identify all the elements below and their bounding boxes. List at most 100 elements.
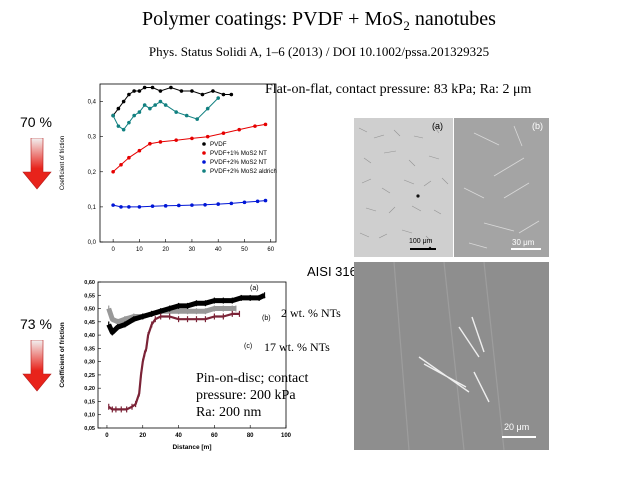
- data-point: [137, 89, 142, 93]
- data-point: [119, 162, 123, 167]
- label-b-description: 2 wt. % NTs: [281, 306, 341, 320]
- micrograph-texture: [454, 118, 549, 257]
- y-tick-label: 0,45: [84, 320, 95, 326]
- friction-chart-top: 0,0 0,1 0,2 0,3 0,4 0 10 20 30 40 50 60 Coefficient …: [60, 83, 277, 253]
- data-point: [127, 120, 131, 125]
- y-tick-label: 0,4: [88, 100, 97, 106]
- data-point: [190, 203, 194, 207]
- data-point: [190, 89, 194, 93]
- y-axis-label: Coefficient of friction: [60, 136, 66, 190]
- data-point: [179, 89, 184, 93]
- y-tick-label: 0,05: [84, 426, 95, 432]
- data-point: [111, 203, 115, 207]
- x-axis-label: Distance [m]: [172, 444, 211, 451]
- x-tick-label: 80: [247, 433, 254, 439]
- data-point: [221, 92, 226, 97]
- y-tick-label: 0,1: [88, 205, 97, 211]
- data-point: [195, 117, 199, 121]
- reduction-top: 70 %: [20, 114, 52, 130]
- data-point: [205, 106, 210, 111]
- y-tick-label: 0,55: [84, 293, 95, 299]
- data-point: [127, 205, 131, 209]
- data-point: [119, 205, 123, 209]
- scale-bar-label: 20 μm: [504, 422, 530, 432]
- data-point: [205, 134, 210, 139]
- y-axis-label: Coefficient of friction: [59, 322, 66, 387]
- data-point: [184, 113, 189, 118]
- y-tick-label: 0,3: [88, 135, 97, 141]
- plot-frame: [97, 281, 287, 429]
- legend-entry: PVDF+2% MoS2 NT: [210, 159, 267, 166]
- data-point: [142, 85, 147, 90]
- condition-bottom-line-1: Pin-on-disc; contact: [196, 371, 309, 386]
- data-point: [158, 89, 163, 93]
- data-point: [137, 205, 142, 209]
- data-point: [150, 85, 155, 90]
- data-point: [211, 89, 215, 93]
- condition-bottom-line-2: pressure: 200 kPa: [196, 388, 296, 403]
- data-point: [177, 203, 181, 208]
- label-c-description: 17 wt. % NTs: [264, 340, 330, 354]
- scale-bar: [502, 436, 536, 438]
- series-line: [112, 200, 266, 208]
- condition-top: Flat-on-flat, contact pressure: 83 kPa; …: [265, 82, 532, 97]
- x-tick-label: 0: [105, 433, 109, 439]
- citation: Phys. Status Solidi A, 1–6 (2013) / DOI …: [148, 44, 490, 59]
- data-point: [111, 113, 115, 118]
- legend-entry: PVDF: [210, 141, 227, 148]
- y-tick-label: 0,20: [84, 386, 95, 392]
- x-tick-label: 0: [111, 247, 115, 253]
- data-point: [148, 141, 152, 146]
- x-tick-label: 10: [136, 247, 143, 253]
- y-tick-label: 0,10: [84, 413, 95, 419]
- substrate-label: AISI 316: [307, 264, 357, 279]
- data-point: [116, 124, 121, 128]
- x-tick-label: 50: [241, 247, 248, 253]
- data-point: [153, 103, 157, 107]
- data-point: [127, 92, 131, 97]
- data-point: [121, 99, 126, 104]
- plot-frame: [99, 83, 277, 243]
- curve-annotation: (b): [262, 315, 271, 322]
- data-point: [150, 204, 155, 208]
- micrograph-texture: [354, 262, 549, 450]
- data-point: [148, 106, 152, 111]
- x-tick-label: 60: [211, 433, 218, 439]
- data-point: [142, 103, 147, 107]
- data-point: [169, 85, 173, 90]
- y-tick-label: 0,2: [88, 170, 97, 176]
- x-tick-label: 100: [281, 433, 292, 439]
- data-point: [200, 92, 205, 97]
- x-tick-label: 30: [189, 247, 196, 253]
- scale-bar-label: 100 μm: [409, 238, 433, 245]
- x-tick-label: 40: [215, 247, 222, 253]
- legend-entry: PVDF+2% MoS2 aldrich: [210, 168, 277, 175]
- data-point: [253, 124, 257, 128]
- scale-bar-label: 30 μm: [512, 238, 535, 247]
- y-tick-label: 0,35: [84, 346, 95, 352]
- condition-bottom-line-3: Ra: 200 nm: [196, 405, 262, 420]
- scale-bar: [511, 248, 541, 250]
- data-point: [116, 106, 121, 111]
- data-point: [255, 199, 260, 204]
- data-point: [229, 201, 234, 206]
- slide-title: Polymer coatings: PVDF + MoS2 nanotubes: [142, 8, 496, 33]
- y-tick-label: 0,15: [84, 399, 95, 405]
- data-point: [137, 148, 142, 153]
- series-line: [106, 306, 236, 325]
- data-point: [132, 89, 136, 93]
- micrograph-label: (a): [432, 121, 443, 131]
- down-arrow-icon: [22, 340, 52, 392]
- y-tick-label: 0,30: [84, 360, 95, 366]
- x-tick-label: 60: [267, 247, 274, 253]
- x-tick-label: 20: [162, 247, 169, 253]
- data-point: [190, 136, 194, 141]
- data-point: [132, 113, 136, 118]
- data-point: [263, 198, 268, 203]
- data-point: [237, 127, 242, 132]
- series-line: [112, 97, 219, 131]
- data-point: [111, 169, 115, 174]
- condition-bottom: Pin-on-disc; contact pressure: 200 kPa R…: [196, 370, 308, 421]
- legend-entry: PVDF+1% MoS2 NT: [210, 150, 267, 157]
- micrograph-label: (b): [532, 121, 543, 131]
